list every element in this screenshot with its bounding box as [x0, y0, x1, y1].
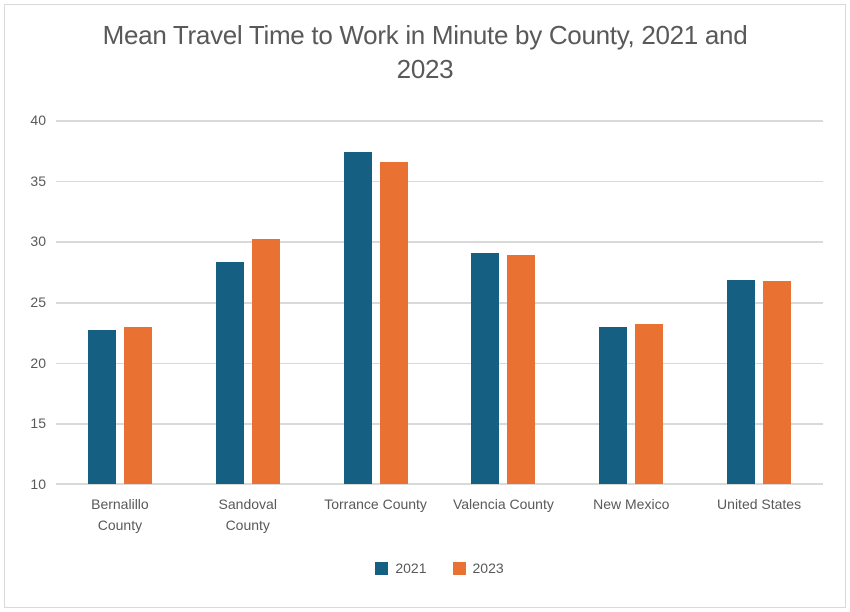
- x-axis-label-new-mexico: New Mexico: [561, 494, 701, 515]
- gridline-25: [56, 302, 823, 304]
- bar-2021-new-mexico: [599, 327, 628, 484]
- x-axis-label-torrance-county: Torrance County: [306, 494, 446, 515]
- chart-title-line-2: 2023: [396, 54, 454, 84]
- plot-area: [56, 120, 823, 485]
- bar-2023-united-states: [763, 281, 792, 484]
- x-axis-label-united-states: United States: [689, 494, 829, 515]
- y-axis-tick-label-10: 10: [30, 476, 46, 492]
- bar-2021-torrance-county: [343, 151, 372, 484]
- bar-2023-torrance-county: [379, 162, 408, 484]
- bar-2023-valencia-county: [507, 254, 536, 484]
- bar-2021-valencia-county: [471, 253, 500, 484]
- chart-frame: [4, 4, 846, 608]
- legend-item-2021: 2021: [375, 560, 427, 576]
- x-axis-label-line: Valencia County: [452, 496, 554, 512]
- x-axis-label-valencia-county: Valencia County: [433, 494, 573, 515]
- x-axis-label-line: Bernalillo: [91, 496, 149, 512]
- y-axis-tick-label-35: 35: [30, 172, 46, 189]
- gridline-30: [56, 241, 823, 243]
- bar-2023-new-mexico: [635, 323, 664, 484]
- y-axis-tick-label-25: 25: [30, 294, 46, 310]
- x-axis-label-sandoval-county: Sandoval County: [178, 494, 318, 536]
- x-axis-label-line: United States: [717, 496, 802, 512]
- chart-title-line-1: Mean Travel Time to Work in Minute by Co…: [102, 20, 748, 50]
- y-axis-tick-label-20: 20: [30, 354, 46, 371]
- bar-2021-bernalillo-county: [87, 329, 116, 484]
- legend-label-2021: 2021: [395, 560, 427, 576]
- gridline-35: [56, 180, 823, 183]
- legend-swatch-2023-icon: [452, 561, 466, 575]
- bar-2023-bernalillo-county: [123, 327, 152, 484]
- x-axis-label-line: New Mexico: [593, 496, 670, 512]
- legend-item-2023: 2023: [452, 560, 504, 576]
- legend-swatch-2021-icon: [375, 561, 389, 575]
- bar-2021-sandoval-county: [215, 261, 244, 484]
- bar-2023-sandoval-county: [251, 238, 280, 484]
- bar-2021-united-states: [727, 280, 756, 484]
- chart-title: Mean Travel Time to Work in Minute by Co…: [0, 18, 850, 86]
- x-axis-line: [56, 483, 823, 485]
- gridline-40: [56, 120, 823, 122]
- legend: 2021 2023: [56, 560, 823, 576]
- x-axis-label-line: County: [225, 517, 270, 533]
- y-axis-tick-label-30: 30: [30, 233, 46, 250]
- y-axis-tick-label-40: 40: [30, 112, 46, 128]
- y-axis-tick-label-15: 15: [30, 415, 46, 432]
- gridline-15: [56, 423, 823, 425]
- x-axis-label-line: Torrance County: [324, 496, 427, 512]
- gridline-20: [56, 362, 823, 365]
- x-axis-label-bernalillo-county: Bernalillo County: [50, 494, 190, 536]
- legend-label-2023: 2023: [472, 560, 504, 576]
- x-axis-label-line: Sandoval: [218, 496, 277, 512]
- x-axis-label-line: County: [97, 517, 143, 533]
